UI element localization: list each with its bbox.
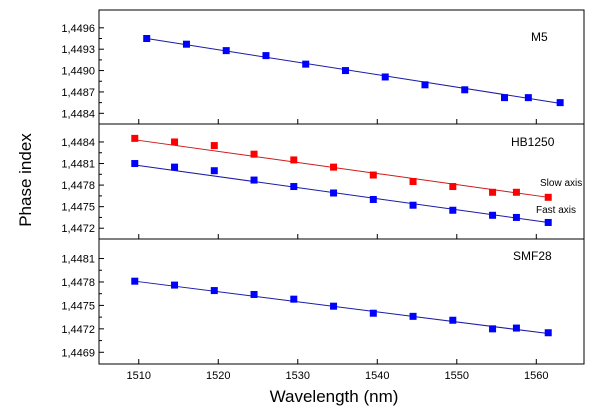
- panels: 1,44841,44871,44901,44931,4496M51,44721,…: [61, 9, 585, 365]
- data-point: [369, 195, 377, 203]
- y-tick-label: 1,4484: [61, 108, 95, 120]
- data-point: [131, 277, 139, 285]
- data-point: [330, 189, 338, 197]
- panel-label: M5: [531, 30, 548, 44]
- data-point: [330, 302, 338, 310]
- data-point: [512, 188, 520, 196]
- y-tick-label: 1,4475: [61, 300, 95, 312]
- series-label: Fast axis: [536, 205, 576, 216]
- panel-m5: 1,4484 1,4487 1,4490 1,4493 1,4496 M5: [61, 9, 585, 125]
- y-tick-label: 1,4496: [61, 23, 95, 35]
- data-point: [461, 86, 469, 94]
- data-point: [171, 281, 179, 289]
- panel-hb1250: 1,4472 1,4475 1,4478 1,4481 1,4484 HB1250 Slow…: [61, 123, 585, 240]
- data-point: [524, 94, 532, 102]
- y-tick-label: 1,4484: [61, 137, 95, 149]
- x-axis: 1510 1520 1530 1540 1550 1560: [127, 370, 549, 382]
- y-tick-label: 1,4493: [61, 44, 95, 56]
- panel-frame: [98, 238, 585, 365]
- y-tick-label: 1,4478: [61, 180, 95, 192]
- y-tick-label: 1,4490: [61, 66, 95, 78]
- fit-line: [134, 280, 549, 335]
- data-point: [381, 73, 389, 81]
- data-point: [222, 47, 230, 55]
- x-tick-label: 1560: [524, 370, 548, 382]
- data-point: [210, 167, 218, 175]
- x-tick-label: 1520: [206, 370, 230, 382]
- x-tick-label: 1540: [365, 370, 389, 382]
- y-tick-label: 1,4481: [61, 254, 95, 266]
- data-point: [171, 138, 179, 146]
- data-point: [302, 60, 310, 68]
- data-point: [250, 176, 258, 184]
- series-smf28: [131, 277, 552, 337]
- data-point: [489, 325, 497, 333]
- data-point: [290, 183, 298, 191]
- data-point: [171, 163, 179, 171]
- y-tick-label: 1,4469: [61, 347, 95, 359]
- data-point: [449, 316, 457, 324]
- data-point: [143, 35, 151, 42]
- data-point: [131, 134, 139, 142]
- data-point: [210, 287, 218, 295]
- fit-line: [146, 38, 561, 104]
- data-point: [290, 295, 298, 303]
- series-label: Slow axis: [540, 178, 582, 189]
- y-tick-label: 1,4475: [61, 202, 95, 214]
- data-point: [409, 312, 417, 320]
- data-point: [512, 324, 520, 332]
- data-point: [409, 201, 417, 209]
- data-point: [131, 160, 139, 168]
- data-point: [544, 329, 552, 337]
- data-point: [449, 206, 457, 214]
- data-point: [489, 188, 497, 196]
- panel-label: SMF28: [513, 249, 552, 263]
- data-point: [544, 218, 552, 226]
- series-fast-axis: Fast axis: [131, 160, 576, 226]
- data-point: [341, 67, 349, 75]
- data-point: [421, 81, 429, 89]
- data-point: [210, 142, 218, 150]
- panel-label: HB1250: [511, 135, 555, 149]
- data-point: [489, 211, 497, 219]
- fit-line: [134, 139, 549, 198]
- data-point: [449, 183, 457, 191]
- data-point: [330, 163, 338, 171]
- y-tick-label: 1,4487: [61, 87, 95, 99]
- y-tick-label: 1,4472: [61, 223, 95, 235]
- data-point: [250, 290, 258, 298]
- data-point: [262, 52, 270, 60]
- data-point: [556, 99, 564, 107]
- series-m5: [143, 35, 564, 107]
- data-point: [409, 178, 417, 185]
- data-point: [544, 193, 552, 201]
- panel-smf28: 1,4469 1,4472 1,4475 1,4478 1,4481 SMF28: [61, 238, 585, 365]
- fit-line: [134, 164, 549, 223]
- data-point: [250, 150, 258, 158]
- y-tick-label: 1,4481: [61, 159, 95, 171]
- data-point: [182, 40, 190, 48]
- y-axis-title: Phase index: [16, 133, 35, 227]
- data-point: [290, 156, 298, 164]
- y-tick-label: 1,4478: [61, 277, 95, 289]
- x-tick-label: 1530: [286, 370, 310, 382]
- x-tick-label: 1510: [127, 370, 151, 382]
- x-axis-title: Wavelength (nm): [270, 387, 399, 406]
- data-point: [512, 213, 520, 221]
- y-tick-label: 1,4472: [61, 324, 95, 336]
- panel-frame: [98, 9, 585, 125]
- x-tick-label: 1550: [445, 370, 469, 382]
- data-point: [369, 171, 377, 179]
- data-point: [500, 94, 508, 102]
- data-point: [369, 309, 377, 317]
- series-slow-axis: Slow axis: [131, 134, 582, 201]
